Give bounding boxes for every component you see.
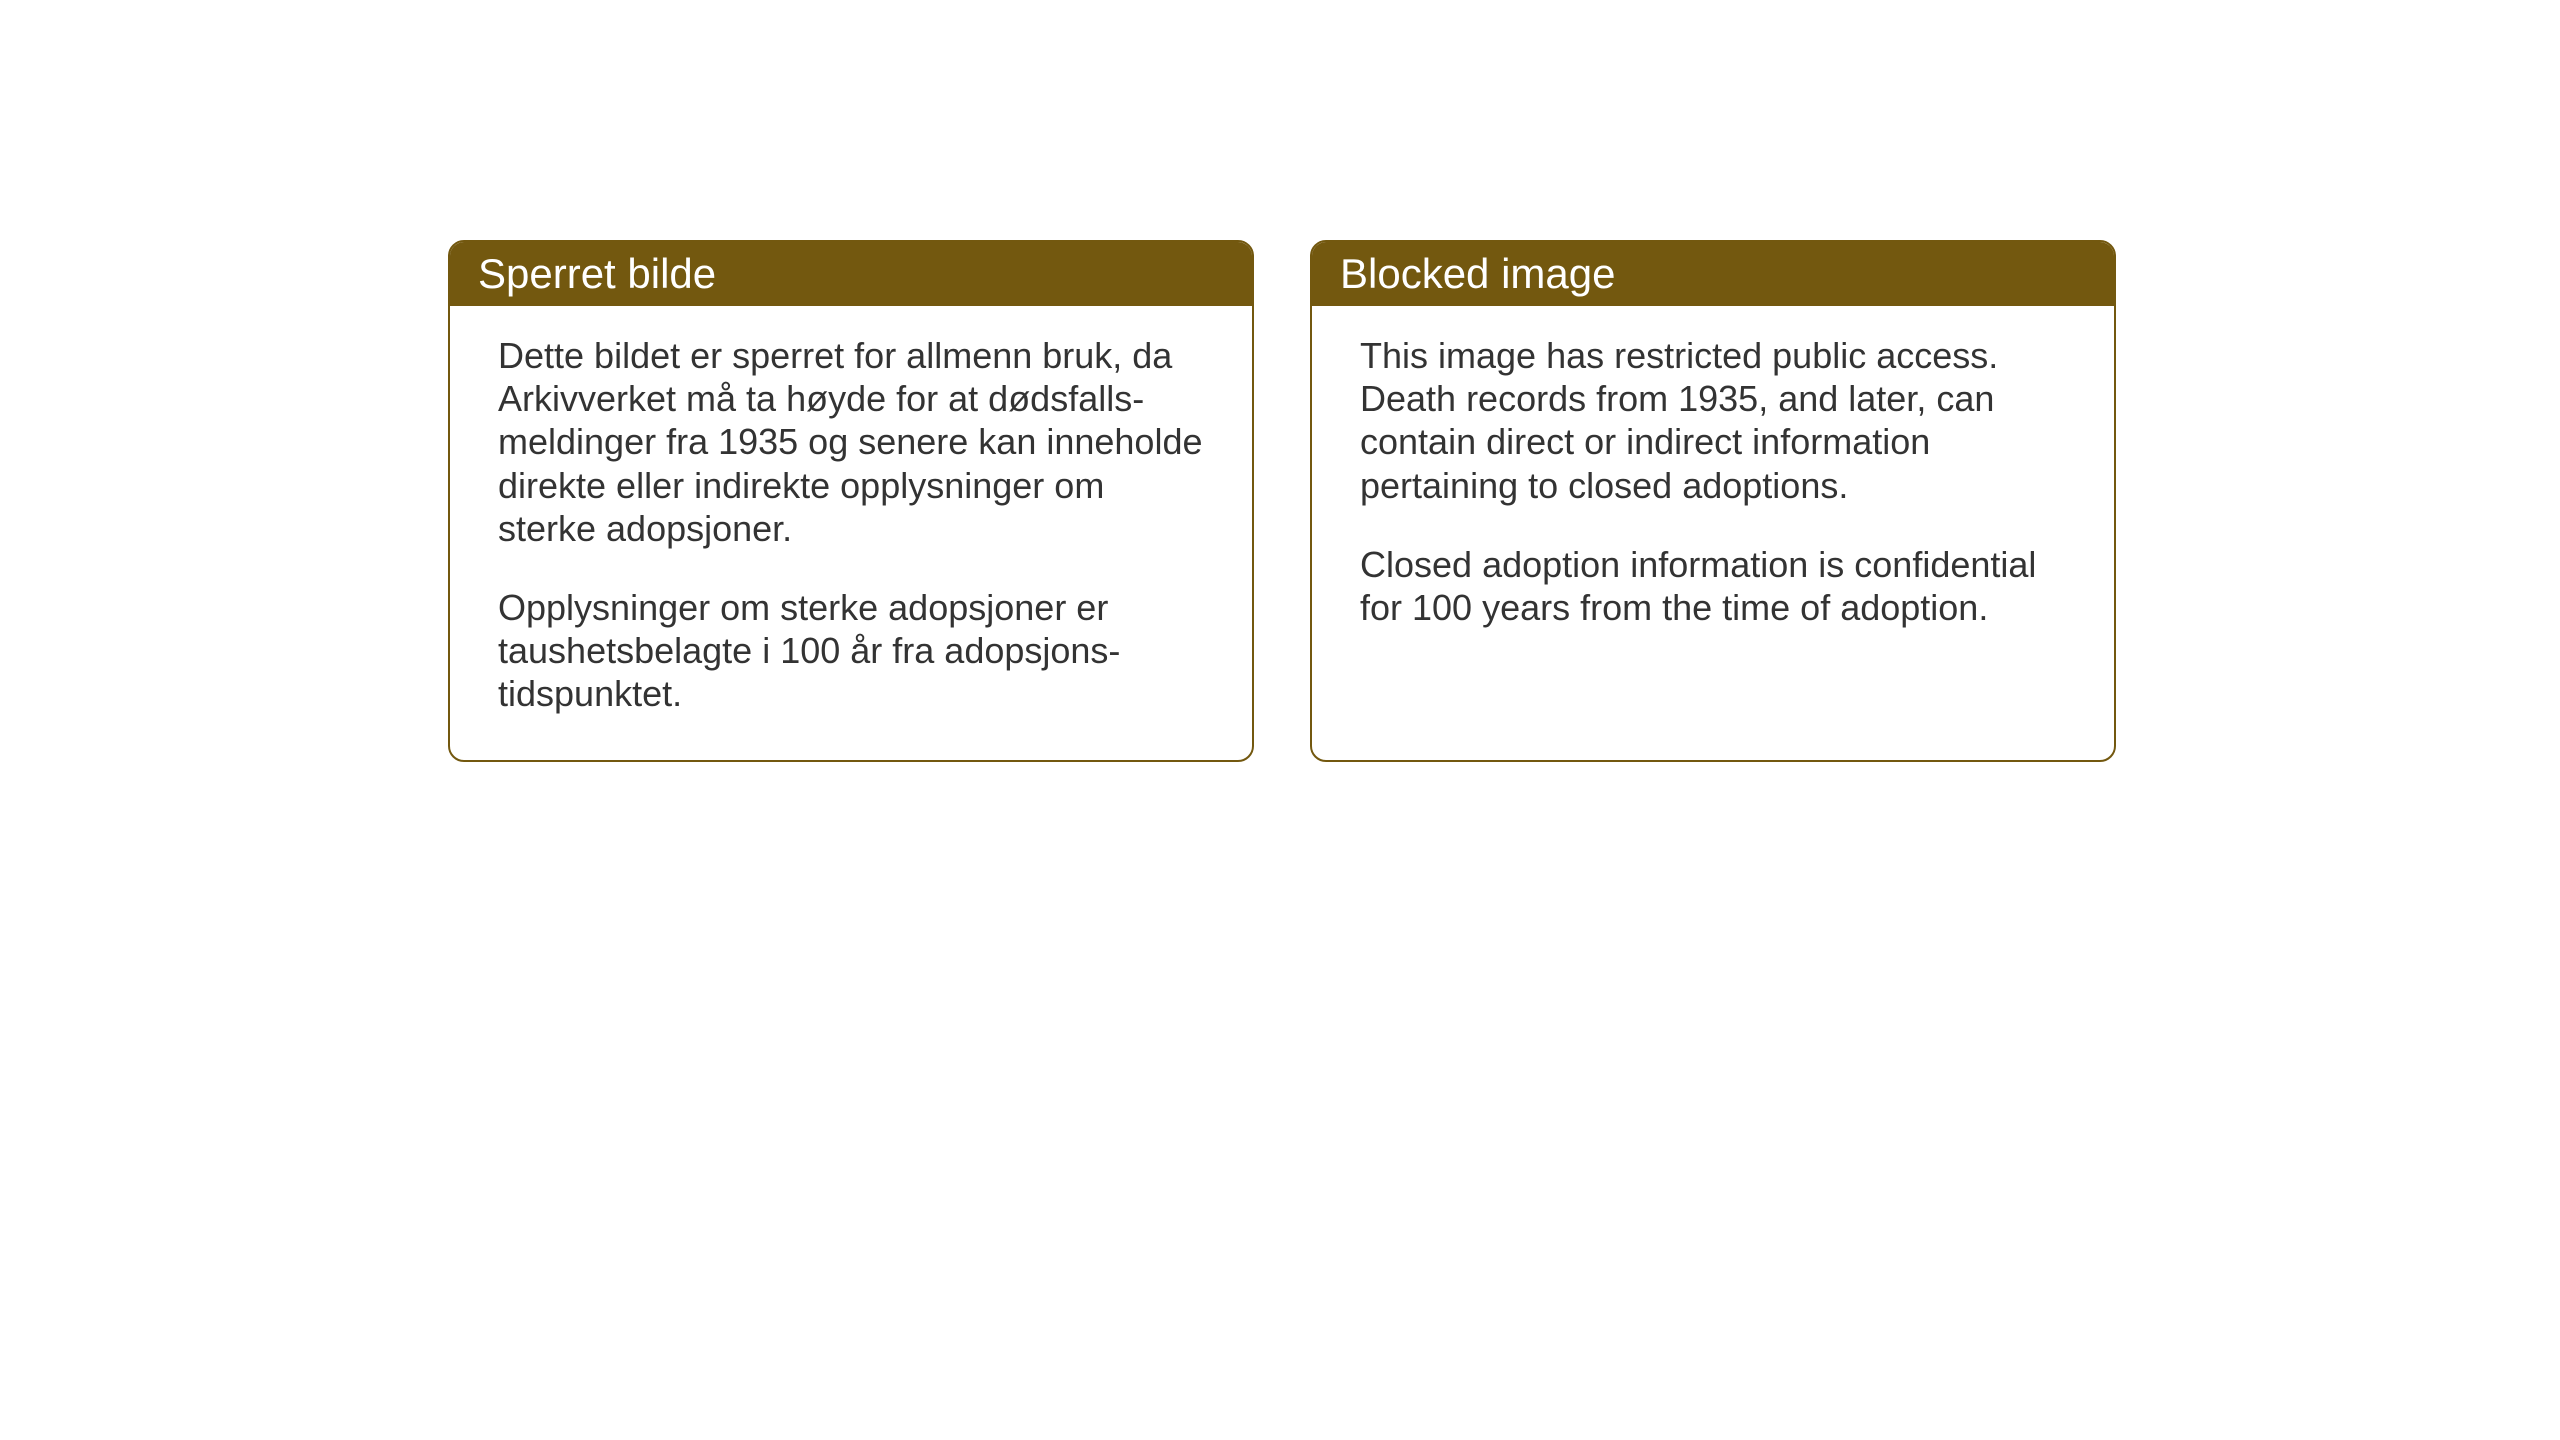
english-paragraph-2: Closed adoption information is confident… [1360,543,2066,629]
norwegian-card-title: Sperret bilde [450,242,1252,306]
english-card: Blocked image This image has restricted … [1310,240,2116,762]
norwegian-paragraph-1: Dette bildet er sperret for allmenn bruk… [498,334,1204,550]
norwegian-card-body: Dette bildet er sperret for allmenn bruk… [450,306,1252,760]
norwegian-paragraph-2: Opplysninger om sterke adopsjoner er tau… [498,586,1204,716]
cards-container: Sperret bilde Dette bildet er sperret fo… [448,240,2116,762]
english-paragraph-1: This image has restricted public access.… [1360,334,2066,507]
english-card-body: This image has restricted public access.… [1312,306,2114,673]
norwegian-card: Sperret bilde Dette bildet er sperret fo… [448,240,1254,762]
english-card-title: Blocked image [1312,242,2114,306]
